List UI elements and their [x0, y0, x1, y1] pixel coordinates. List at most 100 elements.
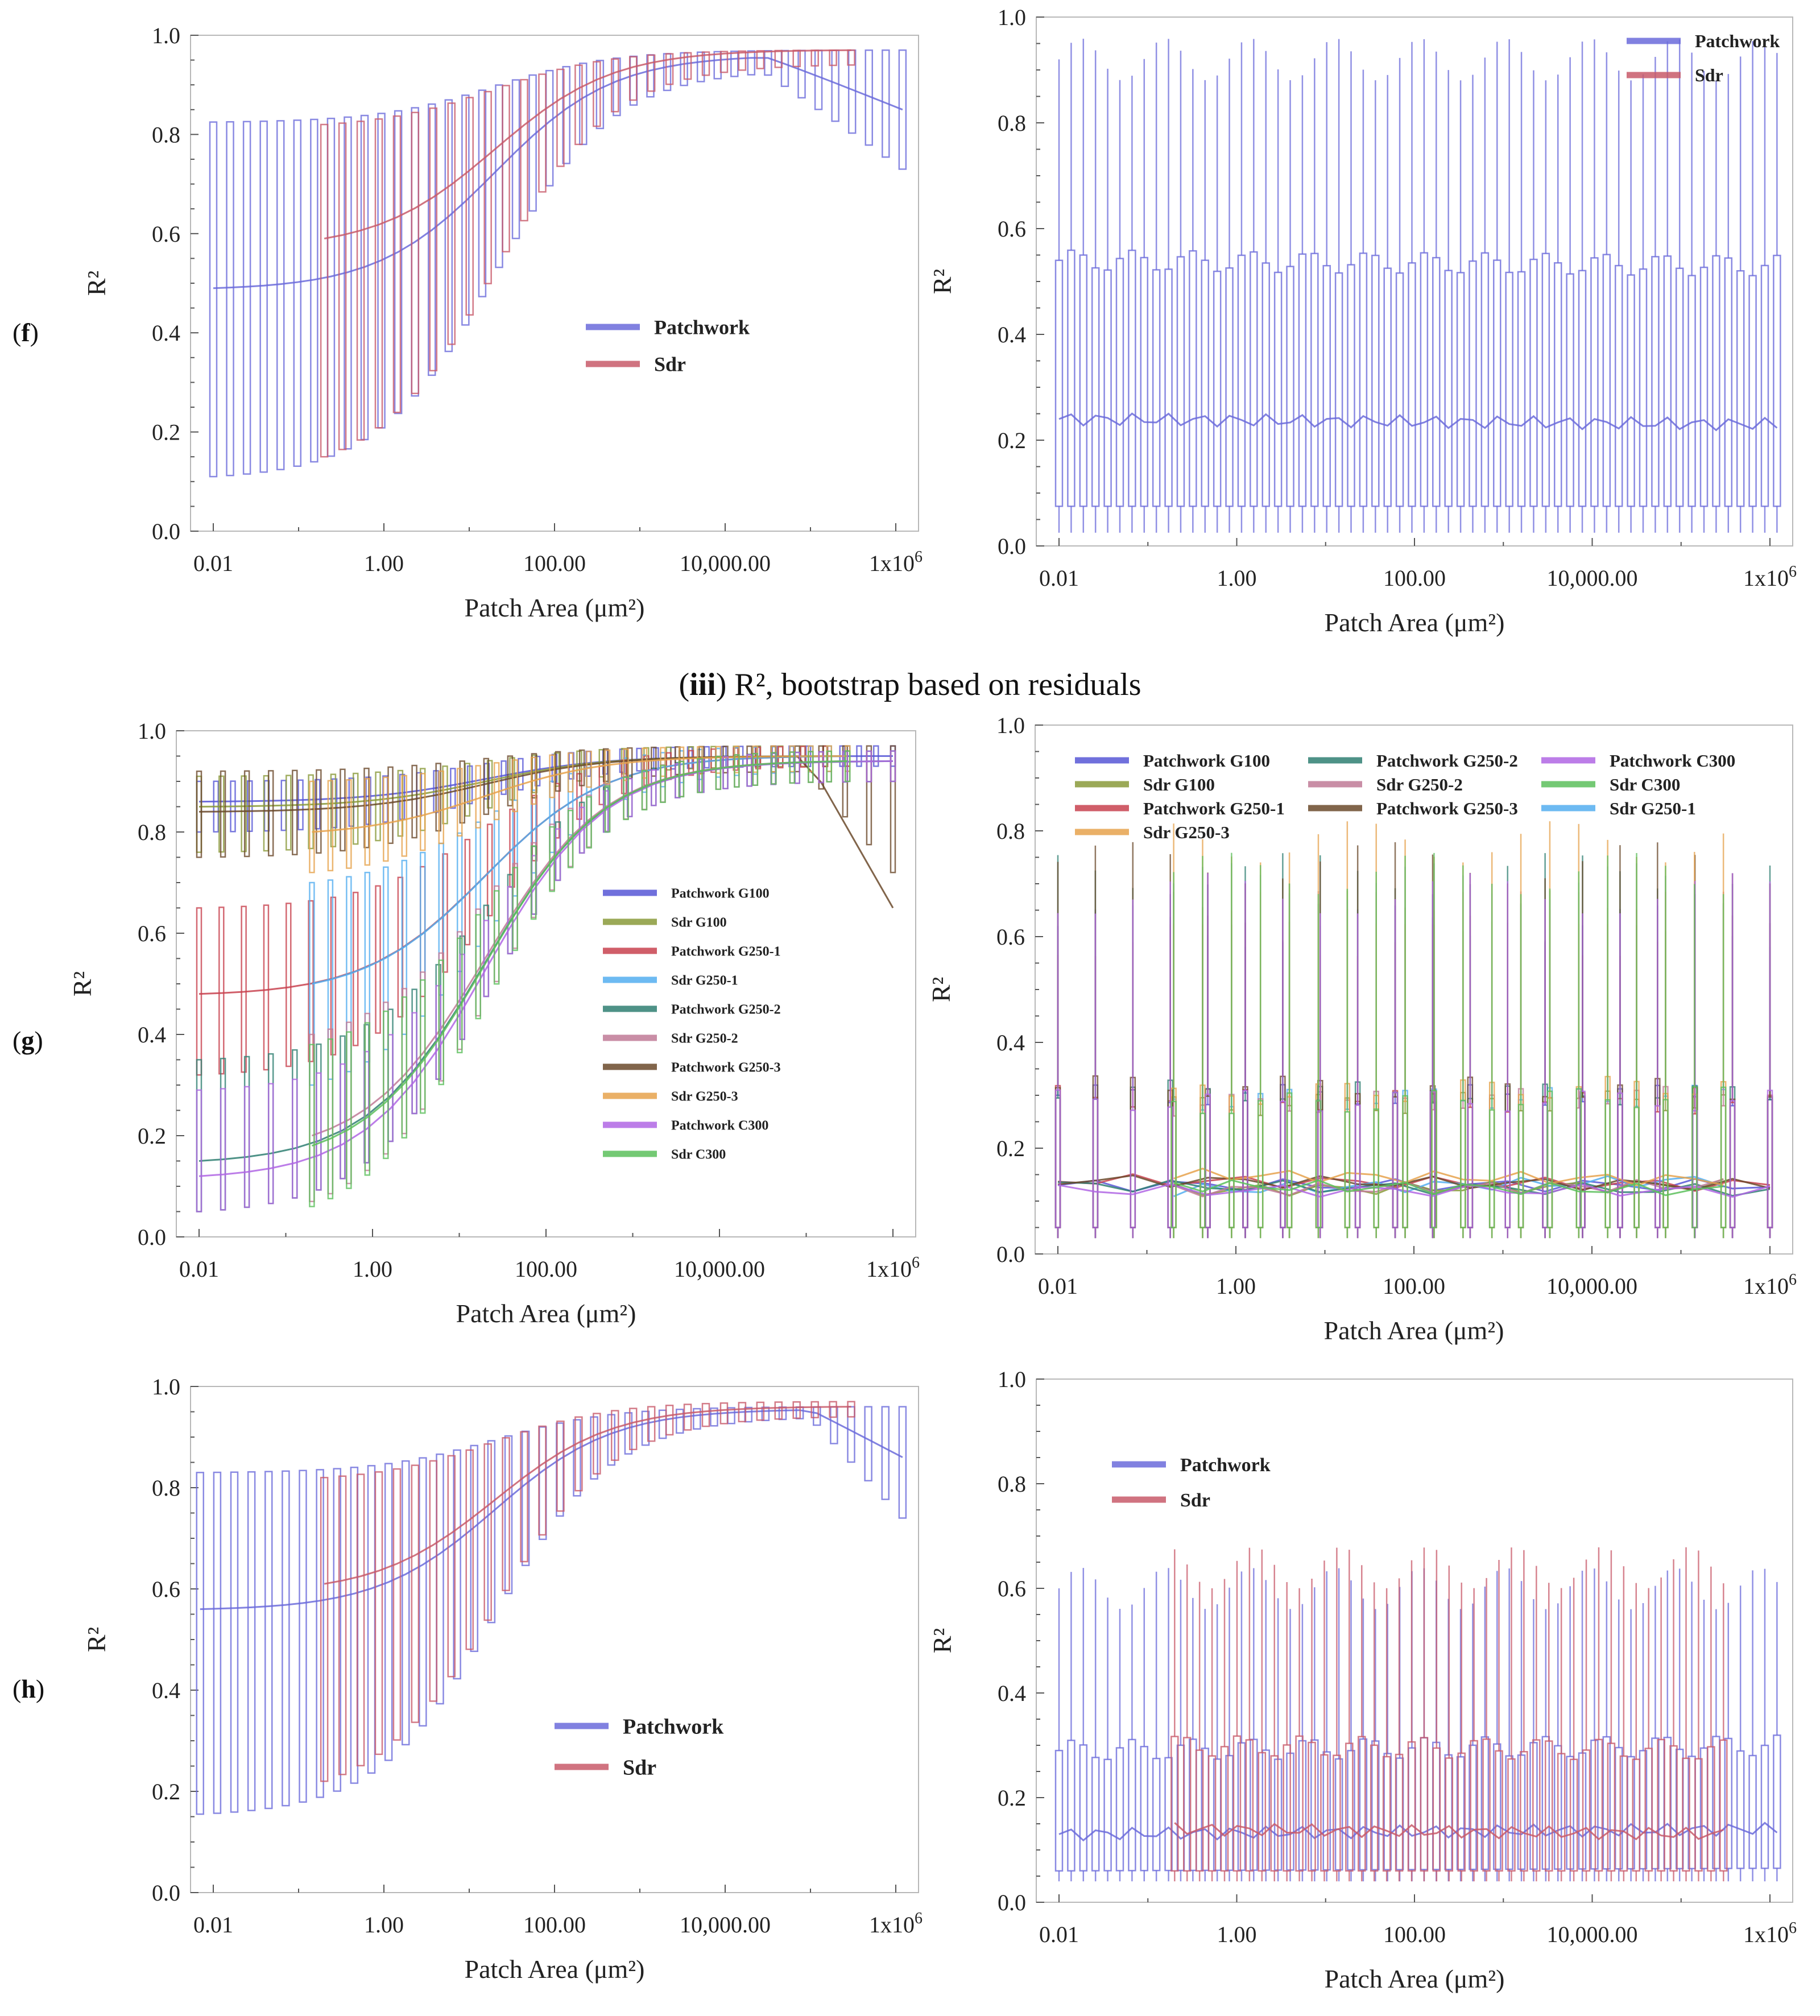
box-body	[792, 1401, 801, 1419]
box-patchwork	[1541, 80, 1550, 533]
series-sdr-c300	[1170, 852, 1727, 1239]
box-body	[1467, 1103, 1474, 1228]
box-patchwork-c300	[1242, 880, 1248, 1239]
box-sdr	[1569, 1578, 1578, 1882]
box-sdr	[628, 1408, 638, 1451]
box-body	[196, 907, 202, 1076]
y-tick-label: 1.0	[152, 1374, 180, 1400]
box-sdr	[1632, 1583, 1641, 1882]
box-sdr-g250-3	[623, 748, 629, 781]
box-sdr-c300	[1199, 856, 1206, 1239]
box-patchwork	[864, 1406, 872, 1481]
box-body	[890, 750, 896, 783]
box-body	[1225, 267, 1234, 507]
box-patchwork	[487, 1440, 496, 1624]
box-patchwork-c300	[626, 778, 633, 818]
box-body	[774, 1401, 783, 1420]
box-body	[1748, 1754, 1757, 1869]
box-body	[1382, 1756, 1391, 1872]
x-axis-label: Patch Area (μm²)	[1325, 1964, 1505, 1993]
box-patchwork	[1298, 75, 1307, 533]
box-patchwork-c300	[1354, 913, 1361, 1239]
box-sdr	[320, 1476, 329, 1782]
box-body	[364, 1022, 371, 1176]
box-body	[586, 751, 592, 788]
box-body	[623, 776, 629, 821]
box-body	[1383, 267, 1392, 507]
box-patchwork	[590, 1416, 598, 1480]
x-tick-label: 100.00	[1383, 565, 1446, 591]
legend-label: Sdr	[654, 353, 686, 376]
box-patchwork	[1456, 80, 1465, 533]
box-sdr-c300	[1170, 872, 1177, 1239]
box-body	[1170, 1736, 1179, 1872]
box-sdr	[1333, 1547, 1341, 1882]
box-sdr-c300	[1315, 894, 1322, 1239]
box-sdr	[520, 78, 528, 222]
legend-entry-patchwork-g100: Patchwork G100	[1075, 751, 1270, 771]
row-label-f: (f)	[13, 318, 39, 347]
box-body	[402, 1460, 410, 1746]
box-body	[624, 1412, 633, 1455]
box-body	[346, 779, 352, 869]
legend-label: Patchwork	[654, 316, 750, 339]
box-sdr	[392, 1468, 402, 1741]
legend-label: Patchwork	[623, 1715, 724, 1738]
box-body	[1495, 1750, 1503, 1872]
box-body	[1115, 1747, 1124, 1872]
box-body	[578, 749, 585, 786]
box-patchwork	[676, 1409, 684, 1434]
x-tick-label: 10,000.00	[1546, 1273, 1637, 1299]
box-body	[247, 1471, 256, 1811]
box-body	[611, 58, 619, 113]
box-patchwork-g250-3	[196, 770, 202, 858]
box-body	[483, 757, 490, 815]
x-tick-label: 1x106	[869, 548, 923, 576]
y-tick-label: 0.4	[138, 1022, 166, 1048]
row-label-g: (g)	[13, 1026, 43, 1055]
box-body	[267, 1083, 274, 1204]
median-line	[1173, 1168, 1724, 1187]
box-body	[411, 111, 420, 395]
box-patchwork	[1371, 80, 1380, 533]
legend-entry-patchwork-g250-1: Patchwork G250-1	[603, 944, 781, 959]
box-sdr	[756, 50, 765, 69]
box-body	[1237, 1742, 1246, 1871]
box-sdr	[1258, 1549, 1267, 1882]
box-body	[881, 1406, 890, 1500]
box-body	[241, 905, 247, 1073]
box-body	[346, 1031, 352, 1189]
legend-label: Patchwork G250-1	[1143, 798, 1285, 818]
box-patchwork	[1614, 1599, 1623, 1882]
x-tick-label: 1x106	[1743, 1919, 1797, 1947]
box-body	[562, 65, 570, 164]
series-sdr	[320, 49, 855, 458]
box-body	[660, 764, 666, 804]
x-axis-label: Patch Area (μm²)	[1324, 1316, 1504, 1345]
x-tick-superscript: 6	[1789, 563, 1797, 581]
box-body	[1225, 1754, 1234, 1871]
y-tick-label: 1.0	[998, 5, 1026, 30]
x-tick-label: 1.00	[353, 1256, 392, 1282]
box-body	[1407, 1741, 1416, 1872]
box-sdr	[1619, 1566, 1628, 1882]
box-body	[1054, 1089, 1061, 1228]
box-sdr-c300	[1460, 865, 1466, 1239]
box-body	[401, 996, 408, 1139]
box-patchwork	[444, 99, 453, 353]
box-patchwork	[344, 116, 352, 450]
box-body	[352, 892, 359, 1046]
box-patchwork	[196, 1472, 205, 1815]
box-sdr-g250-3	[438, 770, 445, 845]
box-sdr	[556, 1420, 565, 1512]
box-patchwork-c300	[1167, 881, 1173, 1239]
box-sdr	[374, 118, 383, 429]
box-sdr	[1245, 1547, 1254, 1882]
y-tick-label: 1.0	[996, 713, 1025, 738]
box-body	[1760, 1744, 1769, 1869]
box-patchwork	[696, 51, 705, 82]
x-tick-label: 0.01	[1038, 1273, 1078, 1299]
y-axis-label: R²	[928, 269, 957, 294]
box-body	[1644, 1748, 1653, 1872]
